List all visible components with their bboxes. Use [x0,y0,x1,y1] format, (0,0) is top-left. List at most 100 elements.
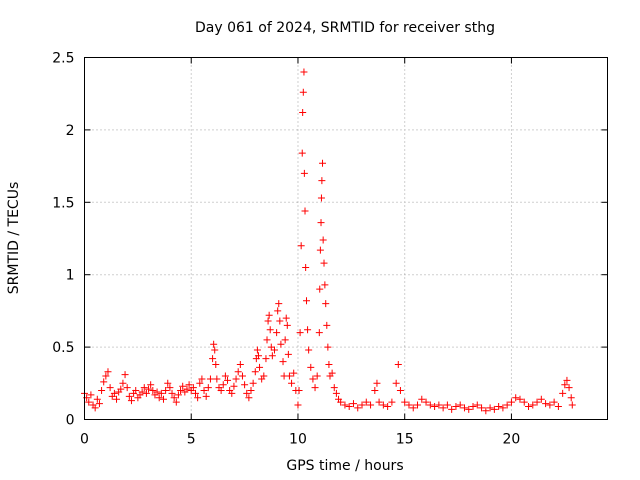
data-point [490,405,498,413]
data-point [349,400,357,408]
data-point [294,401,302,409]
data-point [125,392,133,400]
data-point [212,360,220,368]
data-point [448,405,456,413]
data-point [189,384,197,392]
data-point [358,401,366,409]
data-point [234,368,242,376]
data-point [155,394,163,402]
data-point [251,368,259,376]
data-point [452,402,460,410]
data-point [140,384,148,392]
data-point [443,401,451,409]
data-point [221,372,229,380]
data-point [503,401,511,409]
x-tick-label: 20 [503,432,521,448]
data-point [100,378,108,386]
data-point [322,300,330,308]
data-point [284,350,292,358]
data-point [164,379,172,387]
data-point [316,285,324,293]
data-point [316,246,324,254]
data-point [275,300,283,308]
data-point [299,109,307,117]
data-point [296,329,304,337]
data-point [174,391,182,399]
data-point [170,394,178,402]
grid [84,57,608,420]
data-point [102,372,110,380]
data-point [85,398,93,406]
data-point [516,395,524,403]
data-point [104,368,112,376]
data-point [228,389,236,397]
data-point [537,395,545,403]
data-point [542,400,550,408]
data-point [172,398,180,406]
data-point [525,402,533,410]
data-point [298,149,306,157]
data-point [282,314,290,322]
data-point [183,385,191,393]
data-points [81,68,576,415]
data-point [533,398,541,406]
data-point [162,387,170,395]
data-point [297,242,305,250]
data-point [264,317,272,325]
data-point [337,398,345,406]
data-point [319,236,327,244]
data-point [520,398,528,406]
data-point [157,389,165,397]
data-point [563,376,571,384]
data-point [388,398,396,406]
data-point [405,401,413,409]
data-point [321,281,329,289]
data-point [243,389,251,397]
data-point [373,379,381,387]
data-point [418,395,426,403]
x-tick-label: 10 [289,432,307,448]
data-point [328,369,336,377]
data-point [354,404,362,412]
y-tick-label: 2.5 [52,51,74,67]
data-point [409,404,417,412]
y-tick-label: 1 [66,268,75,284]
data-point [295,387,303,395]
data-point [210,340,218,348]
data-point [204,384,212,392]
data-point [260,372,268,380]
axis-ticks: 0 5 10 15 20 0 0.5 1 1.5 2 2.5 [52,51,608,448]
data-point [247,387,255,395]
data-point [568,401,576,409]
data-point [495,402,503,410]
data-point [319,159,327,167]
data-point [87,391,95,399]
data-point [507,398,515,406]
data-point [91,404,99,412]
data-point [301,207,309,215]
data-point [98,387,106,395]
data-point [529,401,537,409]
data-point [265,311,273,319]
data-point [192,389,200,397]
data-point [273,329,281,337]
data-point [283,321,291,329]
data-point [93,395,101,403]
data-point [311,384,319,392]
y-tick-label: 0.5 [52,340,74,356]
data-point [309,375,317,383]
data-point [304,326,312,334]
data-point [341,401,349,409]
data-point [435,401,443,409]
data-point [318,177,326,185]
data-point [384,402,392,410]
data-point [299,88,307,96]
data-point [196,379,204,387]
data-point [401,398,409,406]
y-tick-label: 0 [66,413,75,429]
x-tick-label: 15 [396,432,414,448]
data-point [254,352,262,360]
y-tick-label: 1.5 [52,195,74,211]
data-point [142,389,150,397]
data-point [168,389,176,397]
